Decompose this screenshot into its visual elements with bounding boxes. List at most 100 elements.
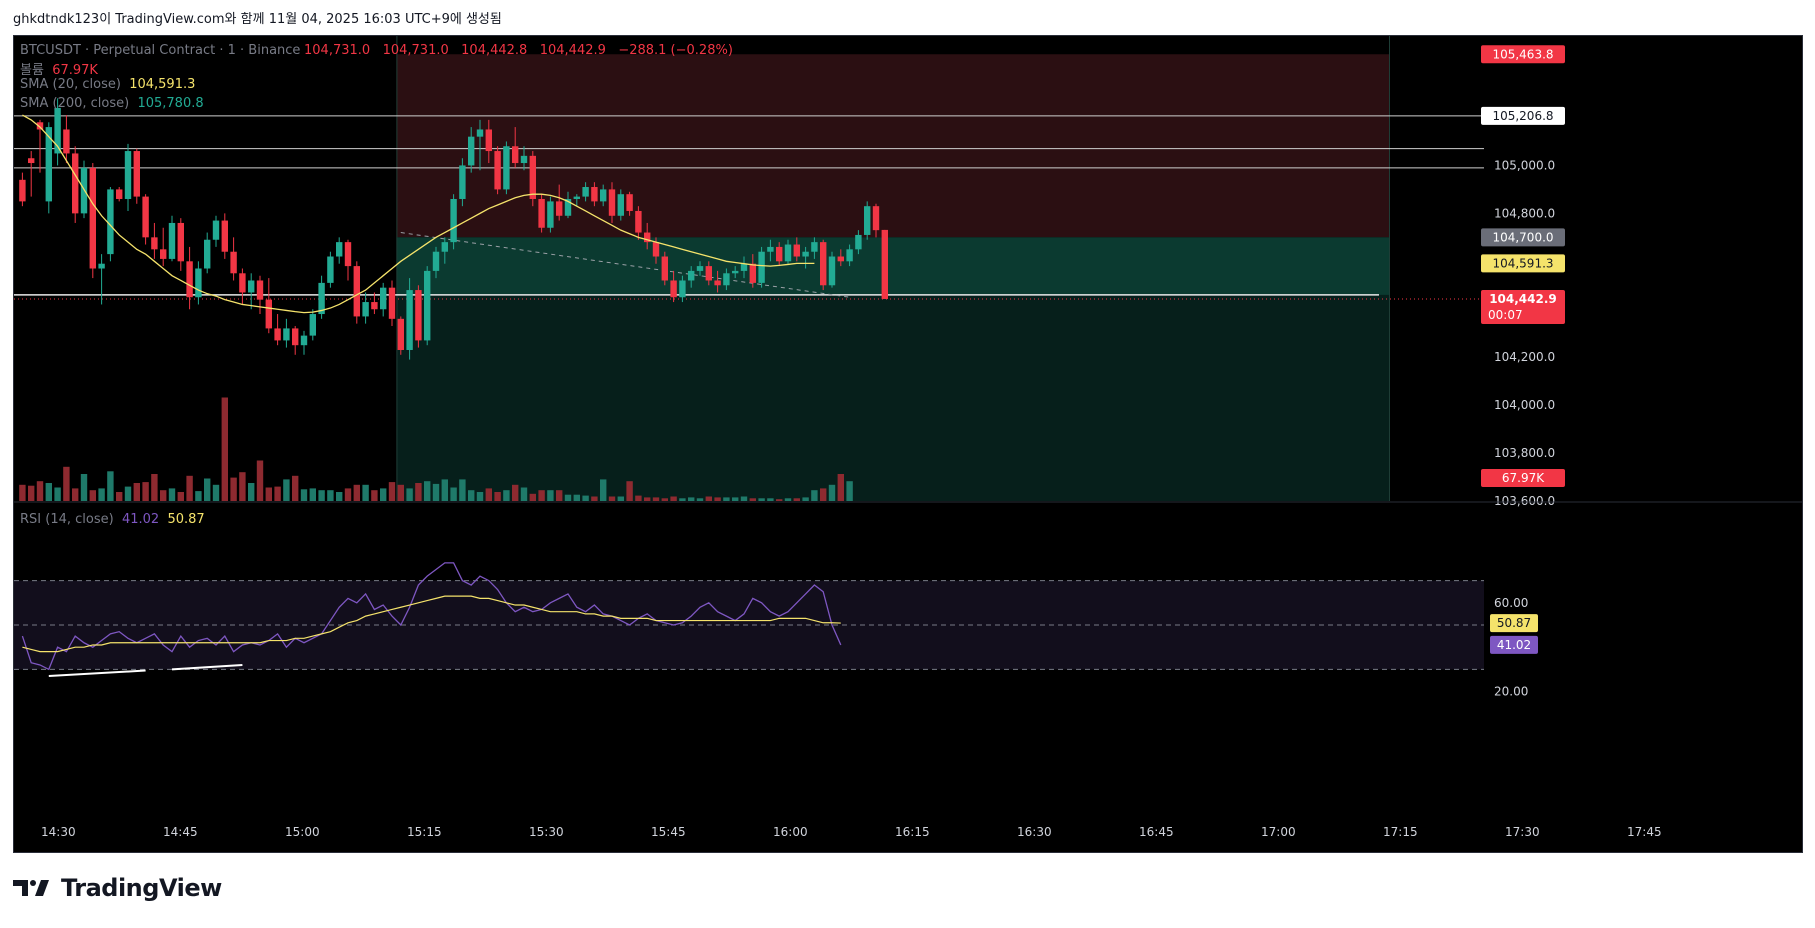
rsi-axis-label: 60.00 [1494,596,1528,610]
volume-bar [397,484,404,501]
sma200-label: SMA (200, close) [20,96,130,111]
rsi-ma-line [22,595,841,653]
volume-bar [353,484,360,501]
volume-bar [28,485,35,501]
position-right-edge [1389,36,1390,501]
volume-bar [239,472,246,501]
rsi-tag [1490,614,1538,633]
candle-body [644,232,651,243]
ohlc-close: 104,442.9 [539,43,606,58]
volume-bar [195,491,202,501]
candle-body [855,234,862,250]
volume-bar [538,490,545,501]
candle-body [793,244,800,257]
legend-volume[interactable]: 볼륨 67.97K [20,59,98,78]
candle-body [388,287,396,319]
volume-bar [776,499,783,501]
price-tag [1481,45,1565,64]
price-tag-label: 104,700.0 [1492,230,1553,244]
divergence-line [171,663,243,671]
candle-body [248,280,255,293]
time-axis-label: 16:45 [1139,825,1174,839]
candle-body [168,222,176,259]
countdown-label: 00:07 [1488,308,1523,322]
time-axis-label: 15:30 [529,825,564,839]
candle-body [371,302,378,310]
candle-body [318,282,325,315]
candle-body [63,129,70,154]
candle-body [327,256,334,283]
volume-bar [89,490,96,501]
volume-bar [547,490,554,501]
legend-sma20[interactable]: SMA (20, close) 104,591.3 [20,77,195,92]
volume-bar [512,484,519,501]
candle-body [723,273,730,286]
price-tag-label: 105,463.8 [1492,47,1553,61]
volume-bar [283,479,290,501]
price-tag [1481,106,1565,125]
volume-bar [820,488,827,501]
rsi-tag-label: 41.02 [1497,638,1531,652]
candle-body [652,242,660,257]
volume-bar [98,488,105,501]
candle-body [274,328,281,341]
volume-bar [828,484,836,501]
price-tag-label: 104,591.3 [1492,256,1553,270]
candle-body [696,266,704,271]
volume-tag-label: 67.97K [1502,471,1545,485]
candle-body [186,261,193,298]
candle-body [784,244,792,262]
volume-bar [124,486,132,501]
candle-body [635,210,642,233]
volume-bar [767,498,774,501]
volume-bar [846,481,853,501]
chart-frame[interactable]: 105,000.0104,800.0104,600.0104,200.0104,… [13,35,1803,853]
volume-bar [573,494,580,501]
candle-body [432,251,440,271]
volume-bar [160,490,167,501]
volume-bar [72,488,79,501]
candle-body [476,129,484,137]
brand[interactable]: TradingView [13,874,222,902]
candle-body [661,256,668,281]
legend-sma200[interactable]: SMA (200, close) 105,780.8 [20,96,204,111]
candle-body [547,201,554,228]
volume-bar [635,495,642,501]
volume-bar [582,495,589,501]
volume-bar [36,481,44,501]
candle-body [344,242,352,267]
candle-body [670,280,677,298]
candle-body [265,299,272,329]
price-axis-label: 103,600.0 [1494,494,1555,508]
time-axis-label: 17:45 [1627,825,1662,839]
chart-canvas[interactable]: 105,000.0104,800.0104,600.0104,200.0104,… [14,36,1803,853]
volume-bar [54,487,61,501]
candle-body [212,220,220,240]
candle-body [380,287,387,310]
price-axis-label: 105,000.0 [1494,158,1555,172]
volume-bar [19,484,26,501]
volume-bar [432,483,440,501]
chart-caption: ghkdtndk123이 TradingView.com와 함께 11월 04,… [13,12,502,27]
volume-bar [652,497,660,501]
volume-bar [133,483,140,501]
price-axis-label: 104,800.0 [1494,206,1555,220]
candle-body [124,151,132,199]
legend-symbol[interactable]: BTCUSDT · Perpetual Contract · 1 · Binan… [20,43,301,58]
volume-bar [802,497,809,501]
legend-rsi[interactable]: RSI (14, close) 41.02 50.87 [20,512,205,527]
candle-body [512,146,519,164]
candle-body [256,280,264,300]
time-axis-label: 17:30 [1505,825,1540,839]
time-axis-label: 17:15 [1383,825,1418,839]
time-axis-label: 17:00 [1261,825,1296,839]
last-price-tag [1481,289,1565,324]
candle-body [336,242,343,257]
volume-bar [494,492,501,501]
volume-bar [230,477,237,501]
volume-bar [248,483,255,501]
volume-bar [564,494,572,501]
candle-body [846,249,853,262]
volume-bar [116,492,123,501]
volume-bar [617,496,624,501]
